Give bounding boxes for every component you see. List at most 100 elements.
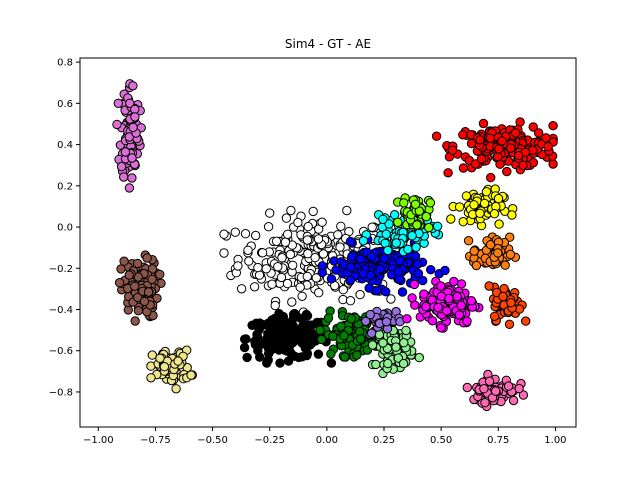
data-point <box>116 161 127 172</box>
data-point <box>128 81 138 91</box>
data-point <box>125 98 135 109</box>
data-point <box>414 352 424 363</box>
y-tick-label: −0.8 <box>49 387 73 398</box>
data-point <box>393 266 404 277</box>
x-tick-label: 0.00 <box>316 435 338 446</box>
data-point <box>381 287 391 297</box>
data-point <box>124 183 135 193</box>
data-point <box>425 198 436 208</box>
y-tick-label: 0.2 <box>57 181 73 192</box>
data-point <box>548 159 558 169</box>
data-point <box>267 279 277 289</box>
data-point <box>282 229 293 240</box>
data-point <box>239 342 250 353</box>
data-point <box>119 256 129 266</box>
data-point <box>317 261 327 271</box>
y-tick-label: 0.8 <box>57 58 73 69</box>
data-point <box>508 395 519 406</box>
data-point <box>356 334 366 344</box>
data-point <box>452 292 462 302</box>
data-point <box>481 187 492 197</box>
data-point <box>314 288 324 298</box>
data-point <box>186 370 196 380</box>
data-point <box>462 316 472 326</box>
data-point <box>347 251 357 261</box>
data-point <box>493 152 503 162</box>
data-point <box>133 292 143 303</box>
data-point <box>484 281 494 291</box>
data-point <box>171 384 181 394</box>
data-point <box>403 244 413 255</box>
data-point <box>328 331 338 341</box>
data-point <box>366 270 376 280</box>
data-point <box>303 249 313 259</box>
data-point <box>277 253 287 263</box>
data-point <box>503 381 514 391</box>
data-point <box>112 119 122 130</box>
data-point <box>469 246 479 256</box>
data-point <box>308 206 318 217</box>
data-point <box>371 359 381 370</box>
data-point <box>458 163 469 173</box>
data-point <box>280 337 290 347</box>
data-point <box>230 227 241 237</box>
chart-title: Sim4 - GT - AE <box>285 37 371 51</box>
data-point <box>133 306 144 316</box>
data-point <box>366 328 377 338</box>
data-point <box>431 131 442 141</box>
data-point <box>146 373 156 383</box>
data-point <box>491 386 501 396</box>
data-point <box>243 245 253 256</box>
data-point <box>358 236 369 246</box>
data-point <box>493 248 503 258</box>
data-point <box>475 208 485 219</box>
data-point <box>278 328 288 338</box>
data-point <box>442 306 452 316</box>
data-point <box>436 281 446 291</box>
data-point <box>155 269 165 280</box>
data-point <box>444 293 454 304</box>
x-tick-label: −0.75 <box>140 435 171 446</box>
data-point <box>514 150 524 161</box>
data-point <box>506 143 516 153</box>
x-tick-label: −1.00 <box>83 435 114 446</box>
data-point <box>399 338 409 348</box>
data-point <box>411 242 421 253</box>
data-point <box>393 217 403 228</box>
data-point <box>342 205 352 216</box>
y-tick-label: 0.6 <box>57 99 73 110</box>
data-point <box>456 300 466 311</box>
data-point <box>374 329 385 340</box>
data-point <box>326 274 337 284</box>
data-point <box>504 319 515 329</box>
data-point <box>297 291 307 301</box>
data-point <box>433 302 443 313</box>
data-point <box>454 202 465 212</box>
data-point <box>484 376 495 386</box>
data-point <box>113 98 124 109</box>
data-point <box>281 213 292 223</box>
data-point <box>528 122 538 132</box>
data-point <box>391 342 401 352</box>
data-points <box>112 79 558 412</box>
data-point <box>318 249 329 259</box>
data-point <box>469 200 479 210</box>
data-point <box>236 284 247 294</box>
data-point <box>287 297 297 307</box>
data-point <box>335 242 345 252</box>
data-point <box>489 209 500 219</box>
data-point <box>426 265 436 275</box>
data-point <box>147 264 158 274</box>
data-point <box>338 285 348 295</box>
data-point <box>386 294 396 304</box>
data-point <box>470 159 481 169</box>
data-point <box>365 309 375 320</box>
data-point <box>367 222 377 232</box>
x-tick-label: −0.25 <box>254 435 285 446</box>
data-point <box>364 283 374 293</box>
data-point <box>147 350 158 360</box>
plot-frame <box>79 57 577 428</box>
data-point <box>449 276 459 287</box>
data-point <box>366 251 377 262</box>
